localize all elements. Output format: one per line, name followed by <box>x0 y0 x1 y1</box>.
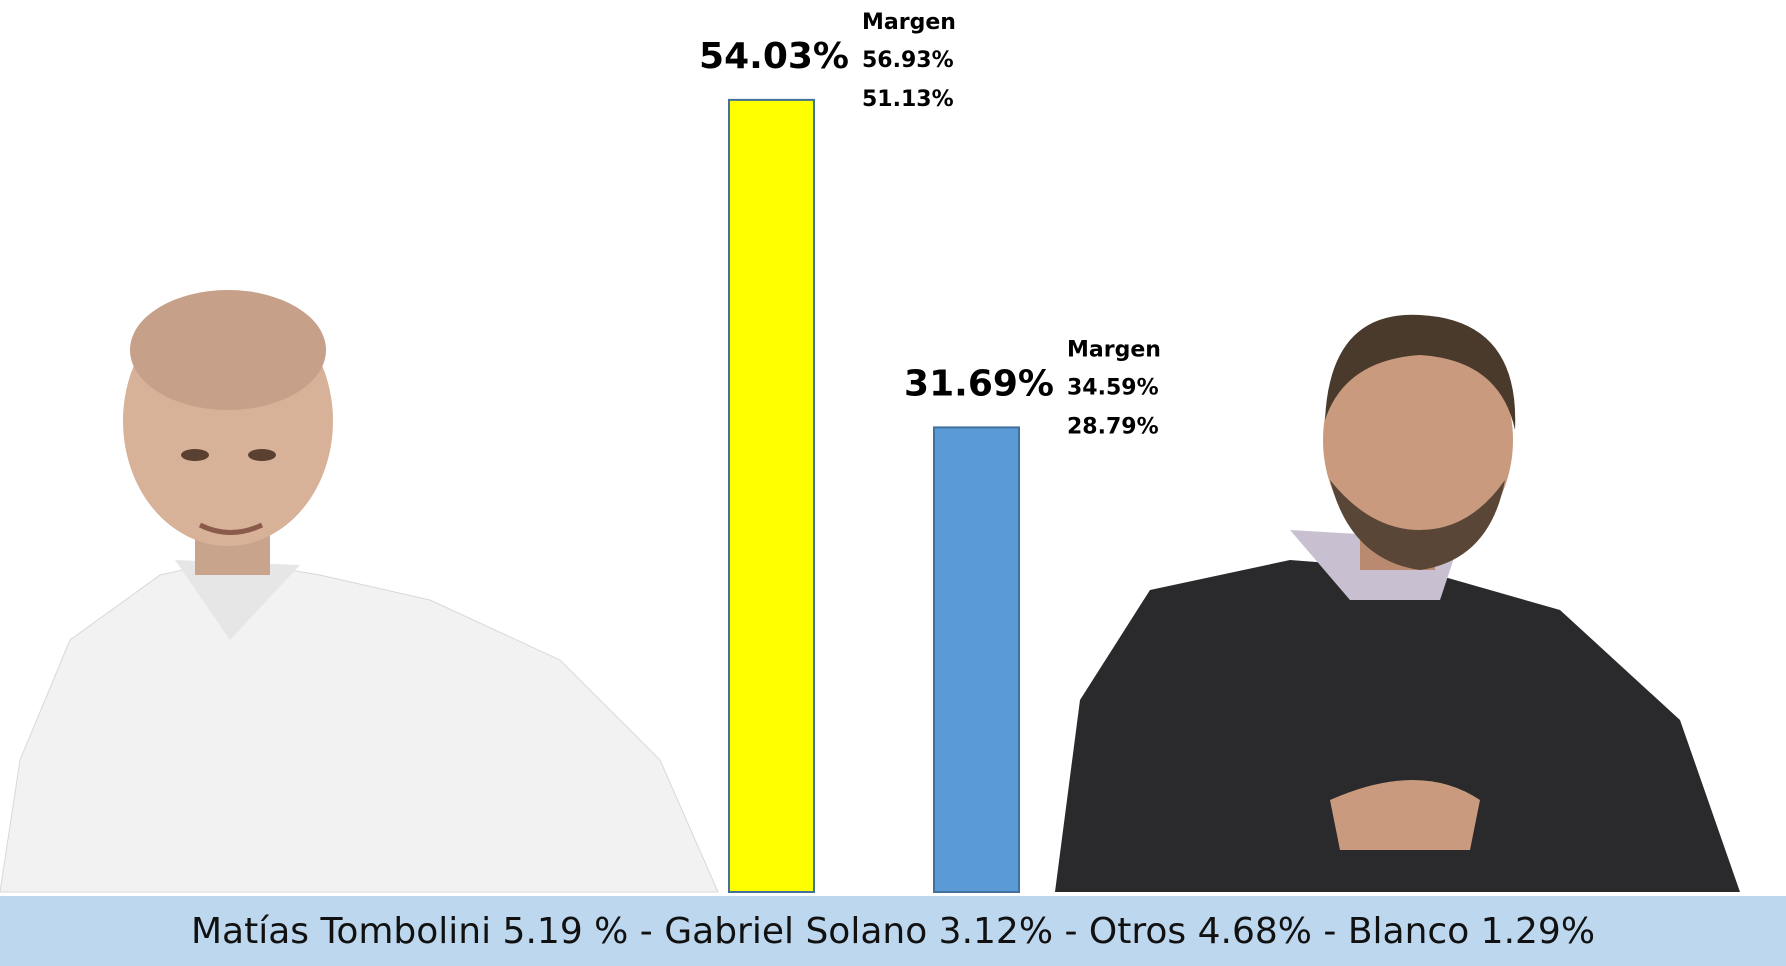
value-label: 54.03% <box>699 36 849 77</box>
footer-text: Matías Tombolini 5.19 % - Gabriel Solano… <box>191 911 1595 952</box>
margin-value: 28.79% <box>1067 414 1159 439</box>
chart: 54.03% Margen 56.93% 51.13% 31.69% Margen 34.5… <box>0 0 1786 966</box>
margin-title: Margen <box>1067 337 1161 362</box>
margin-value: 34.59% <box>1067 375 1159 400</box>
value-label: 31.69% <box>904 363 1054 404</box>
bar <box>729 100 814 892</box>
left-photo <box>0 290 718 892</box>
margin-title: Margen <box>862 10 956 35</box>
bar <box>934 427 1019 892</box>
right-photo <box>1055 315 1740 892</box>
margin-value: 51.13% <box>862 87 954 112</box>
margin-value: 56.93% <box>862 48 954 73</box>
